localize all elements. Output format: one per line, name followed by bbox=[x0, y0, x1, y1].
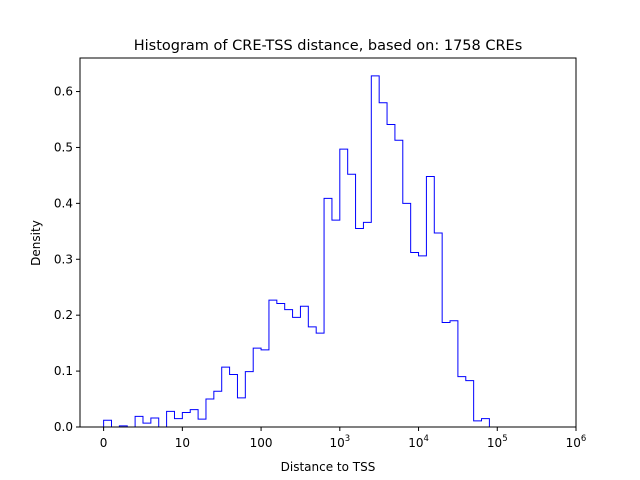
histogram-bin bbox=[411, 253, 419, 427]
histogram-bin bbox=[340, 149, 348, 427]
x-tick-label: 10 bbox=[175, 436, 190, 450]
y-tick-label: 0.3 bbox=[54, 252, 73, 266]
histogram-bin bbox=[151, 418, 159, 427]
x-tick-label: 0 bbox=[100, 436, 108, 450]
y-tick-label: 0.4 bbox=[54, 196, 73, 210]
y-tick-label: 0.6 bbox=[54, 85, 73, 99]
histogram-bin bbox=[356, 229, 364, 427]
y-tick-label: 0.1 bbox=[54, 364, 73, 378]
y-tick-label: 0.0 bbox=[54, 420, 73, 434]
histogram-bin bbox=[482, 419, 490, 427]
histogram-bin bbox=[466, 381, 474, 427]
histogram-bin bbox=[458, 377, 466, 427]
histogram-bin bbox=[403, 203, 411, 427]
histogram-bin bbox=[261, 350, 269, 427]
y-tick-label: 0.5 bbox=[54, 140, 73, 154]
y-axis: 0.0 0.1 0.2 0.3 0.4 0.5 0.6 bbox=[54, 85, 80, 434]
x-tick-label: 104 bbox=[408, 434, 429, 450]
histogram-bin bbox=[316, 333, 324, 427]
histogram-bin bbox=[230, 374, 238, 427]
chart-title: Histogram of CRE-TSS distance, based on:… bbox=[134, 38, 523, 54]
histogram-bin bbox=[324, 198, 332, 427]
histogram-bin bbox=[387, 125, 395, 427]
plot-area bbox=[103, 75, 490, 428]
x-tick-label: 103 bbox=[329, 434, 350, 450]
histogram-bin bbox=[419, 256, 427, 427]
y-tick-label: 0.2 bbox=[54, 308, 73, 322]
histogram-bin bbox=[245, 372, 253, 427]
histogram-bin bbox=[474, 421, 482, 427]
histogram-bin bbox=[182, 412, 190, 427]
histogram-bin bbox=[308, 327, 316, 427]
histogram-bin bbox=[293, 317, 301, 427]
plot-frame bbox=[79, 57, 577, 428]
x-tick-label: 106 bbox=[566, 434, 587, 450]
histogram-bin bbox=[332, 220, 340, 427]
x-axis: 0 10 100 103 104 105 106 bbox=[100, 427, 587, 450]
histogram-bin bbox=[143, 423, 151, 427]
y-axis-label: Density bbox=[29, 220, 43, 266]
histogram-bin bbox=[434, 233, 442, 427]
x-tick-label: 100 bbox=[250, 436, 273, 450]
histogram-bin bbox=[442, 322, 450, 427]
histogram-bin bbox=[174, 419, 182, 427]
histogram-step-line bbox=[103, 75, 490, 428]
histogram-bin bbox=[371, 76, 379, 427]
histogram-bin bbox=[285, 310, 293, 427]
histogram-bin bbox=[450, 321, 458, 427]
histogram-bin bbox=[395, 140, 403, 427]
histogram-bin bbox=[237, 398, 245, 427]
histogram-bin bbox=[167, 411, 175, 427]
histogram-bin bbox=[379, 103, 387, 427]
x-axis-label: Distance to TSS bbox=[281, 460, 376, 474]
histogram-bin bbox=[277, 303, 285, 427]
histogram-bin bbox=[269, 300, 277, 427]
histogram-bin bbox=[363, 222, 371, 427]
histogram-bin bbox=[206, 399, 214, 427]
histogram-bin bbox=[222, 367, 230, 427]
x-tick-label: 105 bbox=[487, 434, 508, 450]
histogram-bin bbox=[253, 348, 261, 427]
histogram-bin bbox=[300, 306, 308, 427]
histogram-bin bbox=[135, 416, 143, 427]
histogram-bin bbox=[190, 410, 198, 427]
histogram-bin bbox=[104, 420, 112, 427]
histogram-bin bbox=[198, 419, 206, 427]
histogram-bin bbox=[426, 177, 434, 427]
histogram-bin bbox=[348, 174, 356, 427]
histogram-bin bbox=[214, 391, 222, 427]
